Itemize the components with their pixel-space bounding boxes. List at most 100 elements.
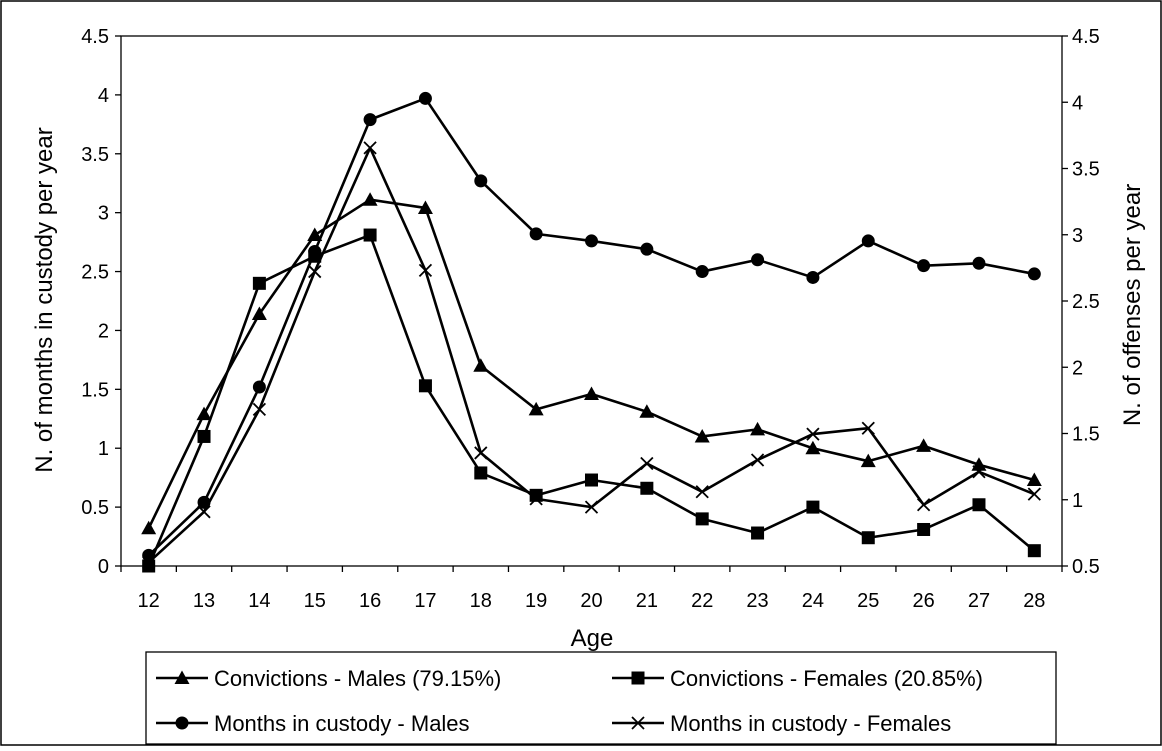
- data-point: [585, 473, 598, 487]
- legend-label: Convictions - Males (79.15%): [214, 666, 501, 691]
- legend-label: Months in custody - Males: [214, 711, 470, 736]
- data-point: [251, 306, 267, 320]
- cross-stroke: [418, 263, 433, 278]
- data-point: [528, 401, 544, 416]
- y-right-tick-label: 1.5: [1072, 424, 1100, 446]
- legend-marker: [631, 716, 645, 730]
- x-tick-label: 14: [248, 590, 270, 612]
- y-axis-title-left: N. of months in custody per year: [31, 127, 58, 473]
- data-point: [529, 492, 543, 506]
- data-point: [197, 505, 211, 519]
- data-point: [861, 421, 875, 435]
- cross-stroke: [972, 465, 986, 479]
- data-point: [418, 263, 433, 278]
- x-tick-label: 26: [912, 590, 934, 612]
- data-point: [197, 429, 211, 443]
- data-point: [1026, 472, 1042, 487]
- cross-stroke: [308, 264, 322, 279]
- series-square: [142, 228, 1041, 573]
- data-point: [805, 440, 821, 455]
- x-axis-title: Age: [571, 625, 614, 652]
- y-tick-label: 1.5: [81, 379, 109, 401]
- data-point: [142, 555, 156, 570]
- data-point: [1027, 267, 1041, 281]
- x-tick-label: 19: [525, 590, 547, 612]
- data-point: [142, 559, 156, 573]
- data-point: [362, 192, 378, 206]
- data-point: [418, 91, 432, 105]
- y-axis-title-right: N. of offenses per year: [1119, 184, 1146, 426]
- data-point: [640, 481, 654, 495]
- legend-item: Convictions - Females (20.85%): [612, 666, 983, 691]
- x-tick-label: 21: [636, 590, 658, 612]
- cross-stroke: [363, 141, 377, 155]
- plot-series: [141, 91, 1042, 573]
- cross-stroke: [529, 492, 543, 506]
- data-point: [917, 259, 931, 273]
- cross-stroke: [750, 453, 765, 467]
- y-tick-label: 2.5: [81, 262, 109, 284]
- data-point: [860, 453, 876, 468]
- x-tick-label: 12: [138, 590, 160, 612]
- x-tick-label: 25: [857, 590, 879, 612]
- y-tick-label: 4.5: [81, 26, 109, 48]
- y-right-tick-label: 3.5: [1072, 159, 1100, 181]
- y-tick-label: 3.5: [81, 144, 109, 166]
- legend-label: Months in custody - Females: [670, 711, 951, 736]
- series-triangle: [141, 192, 1042, 535]
- data-point: [806, 500, 820, 514]
- y-right-tick-label: 2: [1072, 357, 1083, 379]
- x-tick-label: 28: [1023, 590, 1045, 612]
- y-tick-label: 3: [98, 203, 109, 225]
- data-point: [141, 520, 157, 535]
- cross-stroke: [695, 485, 709, 499]
- legend-label: Convictions - Females (20.85%): [670, 666, 983, 691]
- cross-stroke: [1027, 487, 1041, 501]
- data-point: [1027, 487, 1041, 501]
- data-point: [750, 421, 766, 436]
- cross-stroke: [916, 498, 931, 512]
- data-point: [1027, 544, 1041, 558]
- legend-marker: [174, 670, 190, 684]
- data-point: [363, 141, 377, 155]
- data-point: [751, 526, 765, 540]
- data-point: [806, 270, 820, 284]
- cross-stroke: [861, 421, 875, 435]
- legend-item: Convictions - Males (79.15%): [156, 666, 501, 691]
- data-point: [252, 402, 267, 416]
- data-point: [585, 234, 598, 248]
- y-tick-label: 2: [98, 320, 109, 342]
- data-point: [695, 265, 709, 279]
- data-point: [308, 245, 322, 259]
- legend-marker: [631, 671, 645, 685]
- legend-marker: [175, 716, 189, 730]
- y-right-tick-label: 4.5: [1072, 26, 1100, 48]
- data-point: [694, 428, 710, 443]
- data-point: [695, 485, 709, 499]
- x-tick-label: 22: [691, 590, 713, 612]
- cross-stroke: [806, 427, 820, 441]
- y-tick-label: 1: [98, 438, 109, 460]
- y-tick-label: 0: [98, 556, 109, 578]
- data-point: [750, 453, 765, 467]
- cross-stroke: [197, 505, 211, 519]
- y-right-tick-label: 2.5: [1072, 291, 1100, 313]
- data-point: [972, 256, 986, 270]
- data-point: [751, 253, 765, 267]
- legend: Convictions - Males (79.15%) Convictions …: [145, 651, 1057, 745]
- x-tick-label: 23: [746, 590, 768, 612]
- cross-stroke: [640, 456, 654, 471]
- y-right-tick-label: 4: [1072, 92, 1083, 114]
- data-point: [307, 227, 323, 242]
- x-tick-label: 17: [414, 590, 436, 612]
- y-right-tick-label: 0.5: [1072, 556, 1100, 578]
- x-tick-label: 15: [304, 590, 326, 612]
- y-tick-label: 4: [98, 85, 109, 107]
- cross-stroke: [252, 402, 267, 416]
- data-point: [474, 174, 488, 188]
- axes: 0 0.5 1 1.5 2 2.5 3 3.5 4 4.5 0.5 1 1.5 2 2.5 3 3.5 4 4.5 1…: [81, 26, 1100, 612]
- data-point: [252, 380, 266, 394]
- cross-stroke: [474, 446, 488, 460]
- x-tick-label: 13: [193, 590, 215, 612]
- data-point: [640, 242, 654, 256]
